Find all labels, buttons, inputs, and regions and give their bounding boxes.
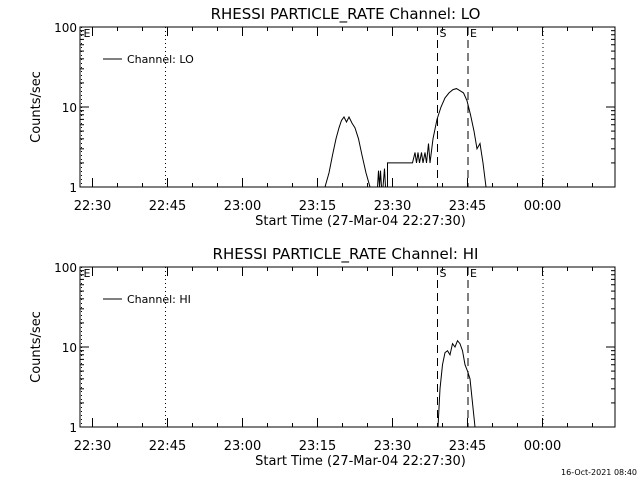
lo-plot-frame	[79, 26, 616, 188]
hi-series-line	[437, 339, 476, 428]
hi-x-tick-label: 23:15	[299, 439, 336, 454]
hi-x-tick-label: 22:30	[74, 439, 111, 454]
hi-marker-label: E	[470, 267, 477, 280]
hi-plot-frame	[79, 266, 616, 428]
lo-y-tick-label: 100	[54, 21, 77, 35]
lo-chart-title: RHESSI PARTICLE_RATE Channel: LO	[211, 5, 481, 24]
lo-marker-label: E	[84, 27, 91, 40]
lo-x-tick-label: 23:15	[299, 199, 336, 214]
hi-x-tick-label: 23:30	[374, 439, 411, 454]
hi-y-tick-label: 1	[69, 421, 77, 435]
lo-series-line	[324, 88, 487, 188]
hi-y-tick-label: 10	[62, 341, 77, 355]
lo-x-tick-label: 23:45	[449, 199, 486, 214]
lo-x-tick-label: 22:30	[74, 199, 111, 214]
lo-y-tick-label: 10	[62, 101, 77, 115]
lo-y-axis-label: Counts/sec	[29, 71, 44, 143]
lo-x-tick-label: 23:30	[374, 199, 411, 214]
lo-x-tick-label: 00:00	[524, 199, 561, 214]
lo-marker-label: E	[470, 27, 477, 40]
hi-x-tick-label: 00:00	[524, 439, 561, 454]
lo-x-axis-label: Start Time (27-Mar-04 22:27:30)	[255, 214, 466, 229]
lo-y-tick-label: 1	[69, 181, 77, 195]
hi-channel-plot: RHESSI PARTICLE_RATE Channel: HI 1 10 100 Co…	[29, 245, 616, 469]
hi-y-axis-label: Counts/sec	[29, 311, 44, 383]
hi-legend-label: Channel: HI	[127, 293, 191, 306]
hi-x-tick-label: 22:45	[149, 439, 186, 454]
hi-chart-title: RHESSI PARTICLE_RATE Channel: HI	[213, 245, 479, 264]
hi-x-tick-label: 23:45	[449, 439, 486, 454]
hi-y-tick-label: 100	[54, 261, 77, 275]
lo-marker-label: S	[440, 27, 447, 40]
hi-marker-label: S	[440, 267, 447, 280]
lo-legend-label: Channel: LO	[127, 53, 194, 66]
hi-marker-label: E	[84, 267, 91, 280]
lo-x-tick-label: 22:45	[149, 199, 186, 214]
hi-x-axis-label: Start Time (27-Mar-04 22:27:30)	[255, 454, 466, 469]
hi-x-tick-label: 23:00	[224, 439, 261, 454]
generation-timestamp: 16-Oct-2021 08:40	[561, 468, 637, 477]
lo-x-tick-label: 23:00	[224, 199, 261, 214]
lo-channel-plot: RHESSI PARTICLE_RATE Channel: LO 1 10 100 Co…	[29, 5, 616, 229]
